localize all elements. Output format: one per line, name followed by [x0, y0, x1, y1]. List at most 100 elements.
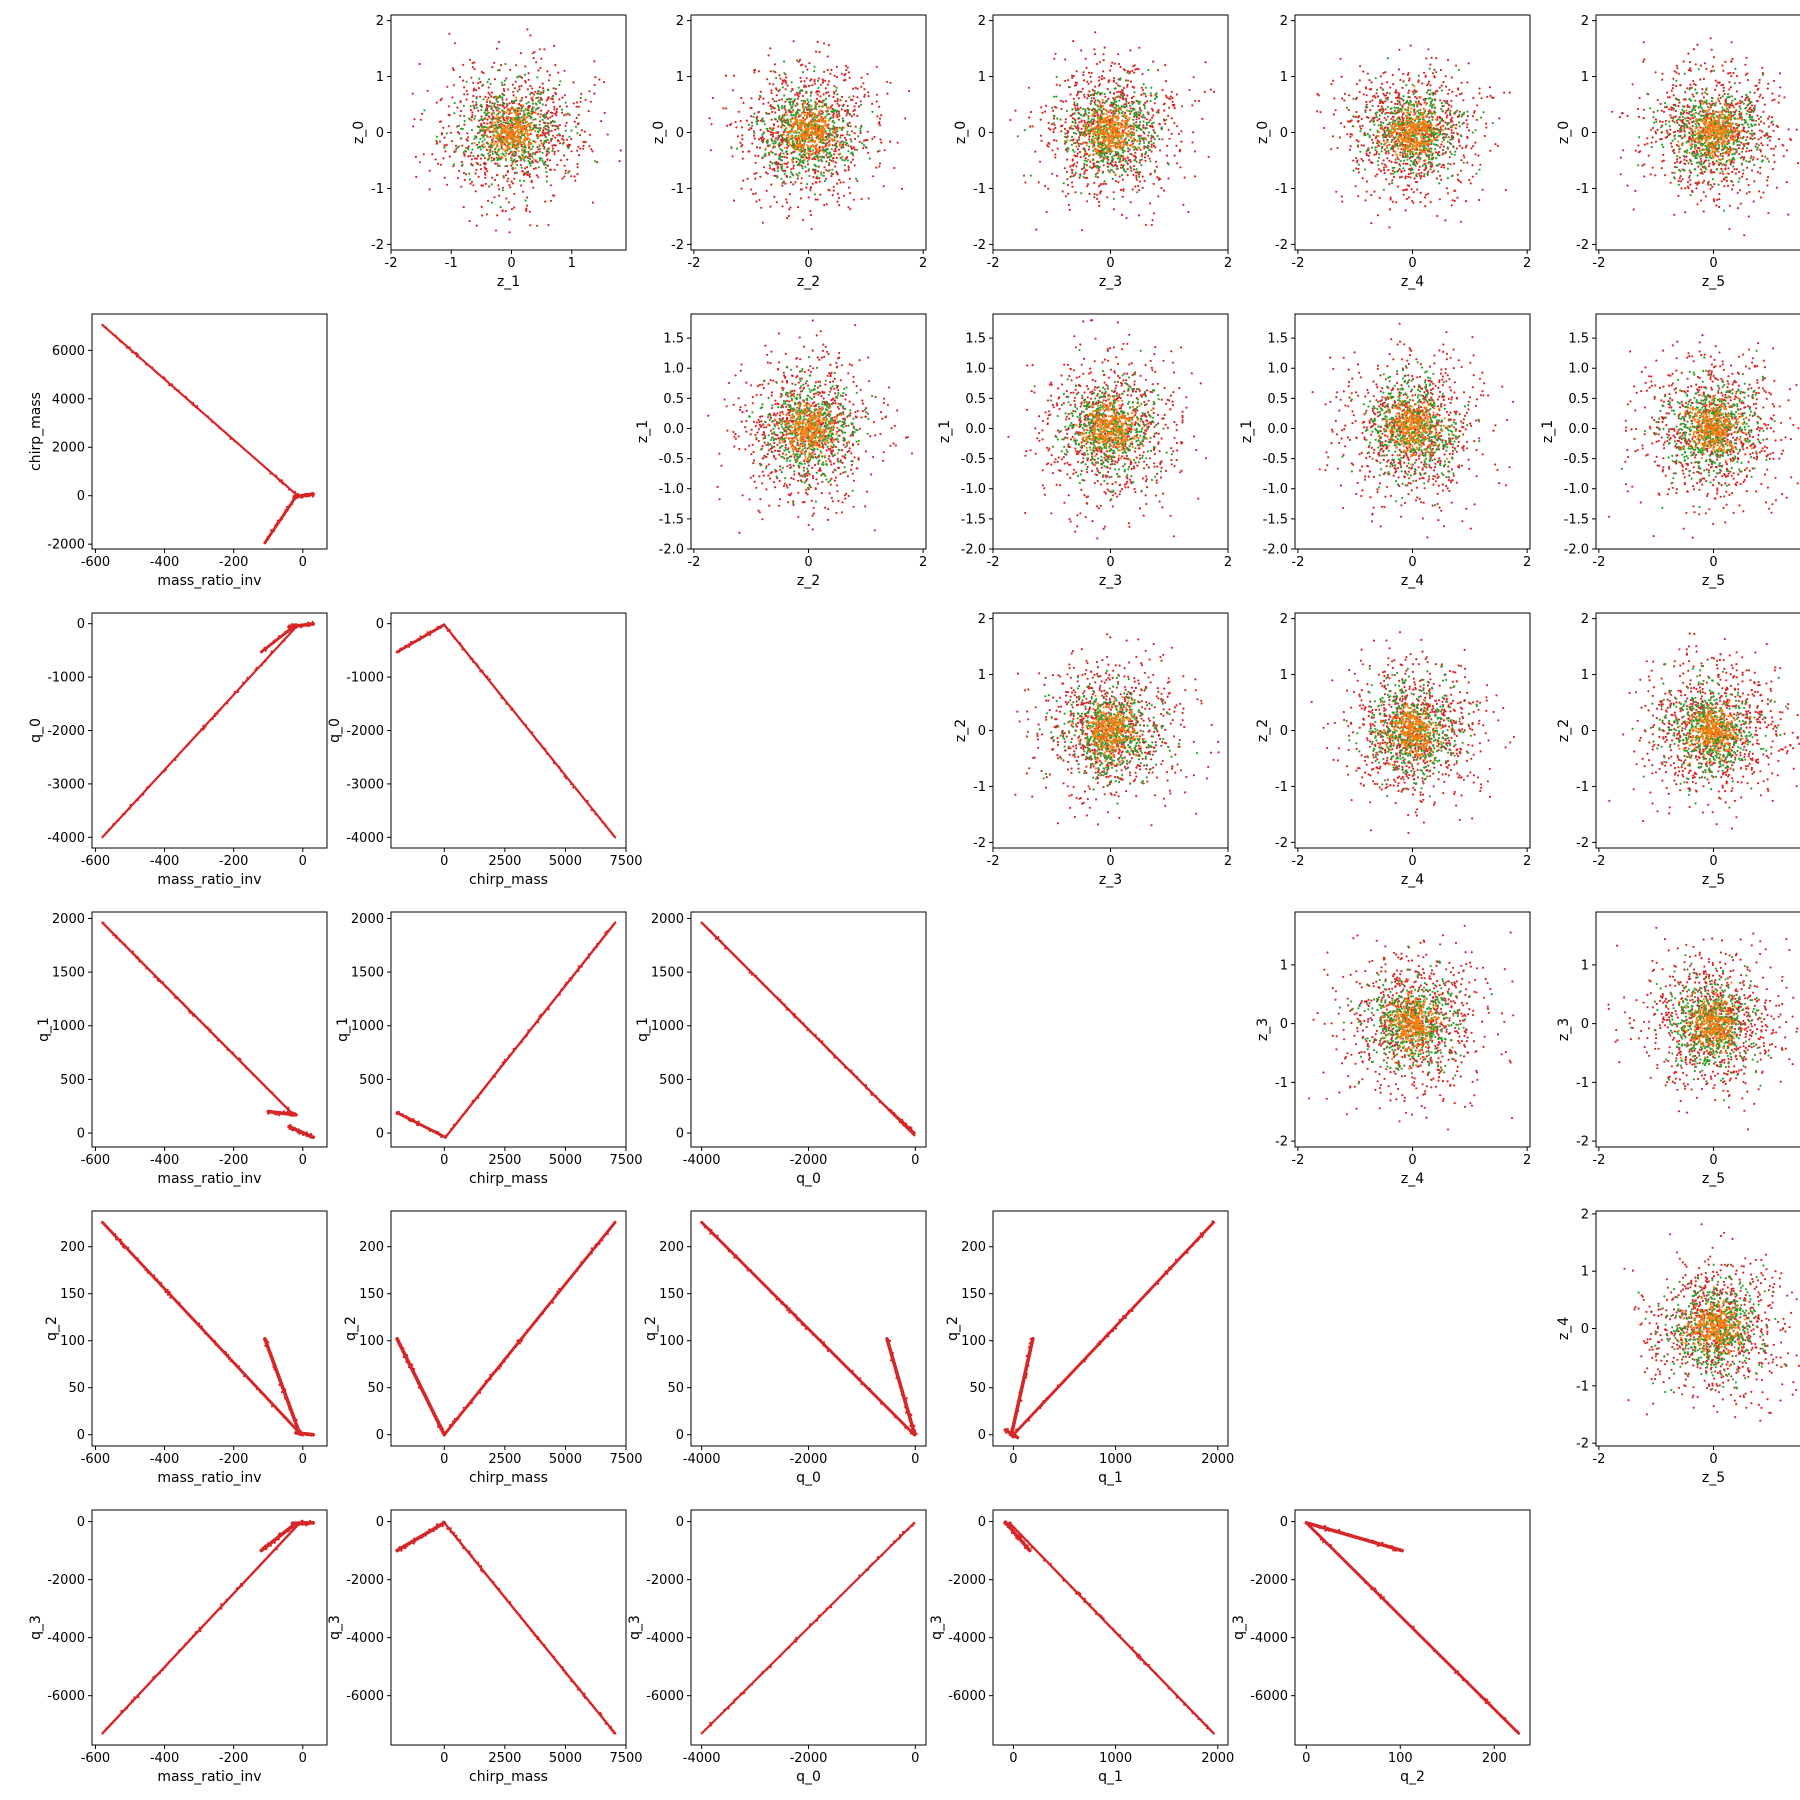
point-outer: [490, 95, 493, 98]
point-mid: [786, 143, 789, 146]
point-outer: [1330, 148, 1333, 151]
point-outer: [503, 89, 506, 93]
point-outer: [1118, 90, 1121, 93]
point-mid: [1107, 165, 1110, 168]
point-mid: [540, 98, 544, 101]
point-outer: [788, 208, 791, 211]
point-outer: [842, 181, 845, 184]
point-outer: [1442, 81, 1445, 84]
point-outer: [1125, 216, 1128, 220]
point-mid: [798, 109, 801, 112]
point-outer: [813, 78, 816, 81]
point-outer: [551, 114, 554, 118]
point-outer: [1085, 66, 1088, 69]
point-outer: [1107, 80, 1110, 84]
point-mid: [765, 127, 768, 130]
point-outer: [549, 199, 553, 202]
point-outer: [741, 143, 744, 146]
point-outer: [842, 143, 845, 146]
point-mid: [1143, 107, 1146, 110]
point-outer: [768, 82, 771, 85]
point-mid: [783, 119, 786, 122]
point-mid: [786, 121, 789, 124]
point-inner: [491, 111, 494, 115]
point-mid: [532, 139, 535, 143]
point-mid: [792, 101, 795, 104]
point-mid: [809, 139, 812, 142]
point-outer: [1178, 150, 1181, 153]
point-outer: [543, 48, 546, 51]
point-outer: [771, 105, 774, 108]
point-mid: [780, 155, 783, 158]
point-outer: [1071, 159, 1074, 162]
point-outer: [1119, 96, 1122, 99]
point-outer: [505, 77, 508, 80]
point-outer: [1060, 130, 1063, 133]
point-outer: [804, 170, 808, 173]
point-outer: [1429, 84, 1432, 87]
point-mid: [789, 90, 793, 93]
point-mid: [1073, 101, 1076, 104]
point-outer: [1093, 92, 1096, 95]
point-mid: [806, 98, 809, 101]
point-outer: [822, 93, 825, 96]
point-inner: [534, 112, 537, 115]
point-outer: [1061, 190, 1064, 193]
point-outer: [557, 71, 560, 74]
point-outer: [859, 100, 862, 103]
point-inner: [491, 123, 494, 126]
point-outer: [799, 197, 803, 200]
point-inner: [1102, 105, 1105, 108]
point-inner: [1095, 136, 1098, 140]
point-outer: [1116, 165, 1119, 168]
point-outer: [739, 119, 742, 123]
point-mid: [770, 107, 773, 110]
point-outer: [760, 138, 764, 141]
point-outer: [828, 112, 831, 116]
point-mid: [789, 176, 792, 179]
point-outer: [538, 150, 541, 153]
point-outer: [538, 86, 541, 89]
point-mid: [777, 104, 780, 107]
point-mid: [792, 108, 795, 112]
point-outer: [853, 108, 857, 111]
point-outer: [876, 115, 879, 118]
point-outer: [527, 104, 531, 108]
point-mid: [798, 172, 801, 175]
point-outer: [875, 65, 878, 68]
point-mid: [783, 114, 786, 117]
point-outer: [1074, 121, 1077, 124]
point-mid: [1073, 150, 1076, 153]
point-outer: [545, 150, 548, 153]
point-outer: [755, 146, 759, 149]
point-outer: [575, 105, 578, 108]
point-outer: [526, 204, 529, 207]
point-outer: [462, 206, 465, 209]
point-outer: [421, 112, 424, 115]
point-mid: [504, 62, 507, 66]
point-outer: [795, 160, 798, 163]
point-inner: [791, 110, 794, 113]
point-mid: [1113, 100, 1116, 104]
point-outer: [1110, 64, 1113, 67]
point-outer: [1373, 190, 1376, 193]
point-outer: [844, 100, 848, 103]
point-outer: [518, 88, 521, 91]
point-inner: [1137, 146, 1140, 149]
point-inner: [807, 150, 810, 153]
point-outer: [1064, 121, 1067, 124]
point-inner: [521, 140, 524, 143]
point-inner: [512, 116, 515, 119]
point-outer: [775, 94, 778, 97]
point-outer: [551, 144, 554, 147]
point-outer: [785, 82, 788, 85]
point-outer: [1341, 200, 1344, 203]
point-mid: [1023, 129, 1026, 132]
point-mid: [824, 130, 827, 133]
point-inner: [511, 142, 515, 145]
point-mid: [1082, 176, 1085, 179]
x-tick-label: -1: [445, 256, 458, 271]
point-inner: [1096, 126, 1099, 129]
point-mid: [481, 140, 484, 143]
point-outer: [788, 193, 792, 196]
